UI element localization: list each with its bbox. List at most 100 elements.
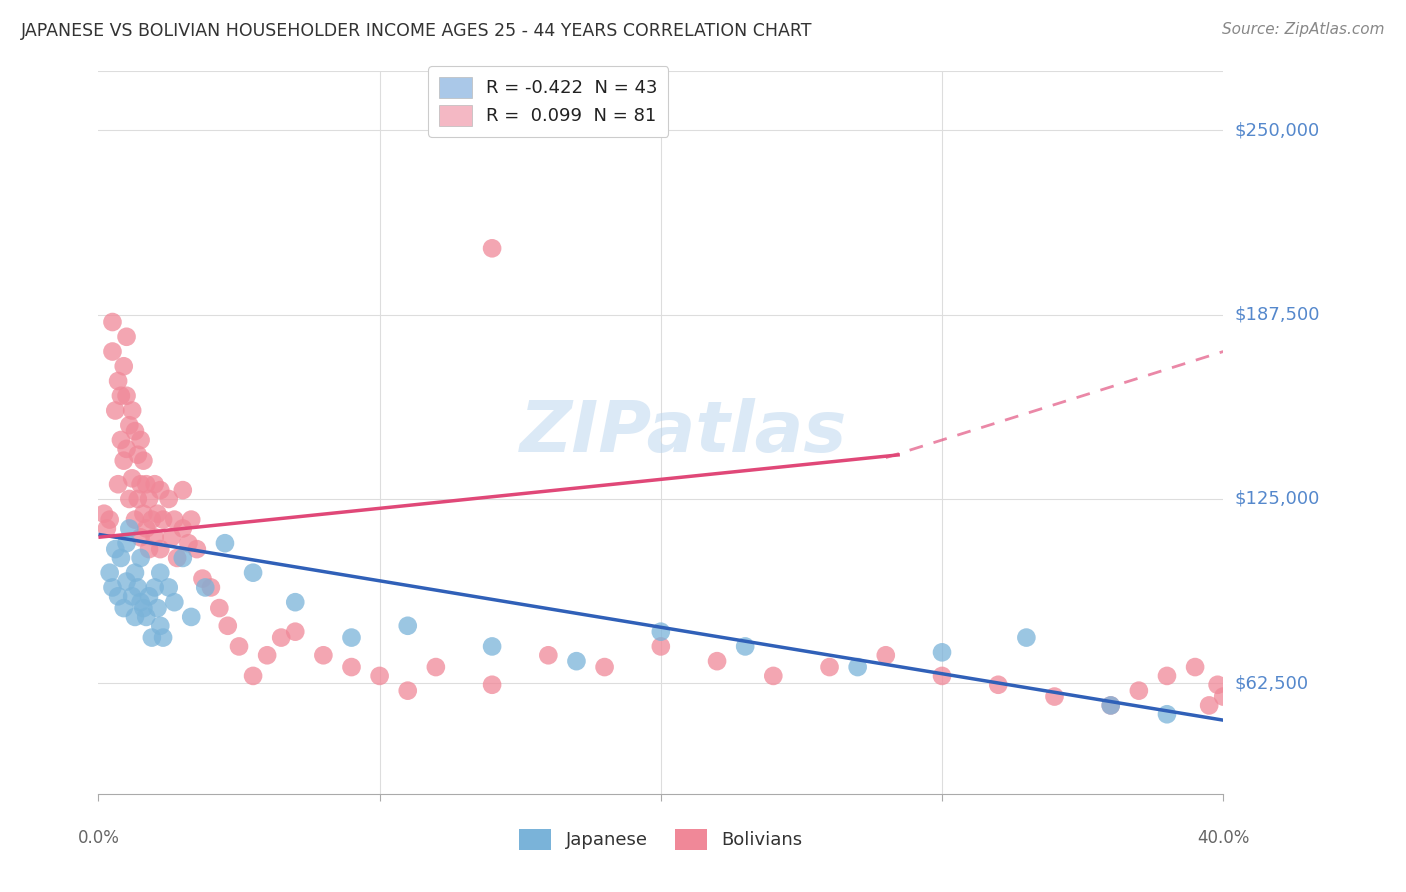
Point: [118, 418, 141, 433]
Point: [200, 581, 222, 595]
Point: [186, 542, 208, 557]
Point: [875, 648, 897, 663]
Text: $187,500: $187,500: [1234, 306, 1320, 324]
Point: [340, 631, 363, 645]
Point: [762, 669, 785, 683]
Point: [98, 513, 121, 527]
Point: [121, 471, 143, 485]
Point: [107, 477, 129, 491]
Point: [396, 683, 419, 698]
Point: [1128, 683, 1150, 698]
Point: [396, 619, 419, 633]
Point: [1184, 660, 1206, 674]
Point: [149, 619, 172, 633]
Point: [593, 660, 616, 674]
Point: [537, 648, 560, 663]
Point: [141, 513, 163, 527]
Point: [115, 330, 138, 344]
Point: [104, 542, 127, 557]
Point: [1156, 669, 1178, 683]
Point: [129, 433, 152, 447]
Point: [115, 442, 138, 456]
Point: [1099, 698, 1122, 713]
Point: [242, 669, 264, 683]
Point: [706, 654, 728, 668]
Point: [101, 344, 124, 359]
Point: [121, 589, 143, 603]
Point: [987, 678, 1010, 692]
Point: [565, 654, 588, 668]
Point: [129, 477, 152, 491]
Point: [818, 660, 841, 674]
Point: [129, 595, 152, 609]
Point: [112, 453, 135, 467]
Point: [228, 640, 250, 654]
Point: [1043, 690, 1066, 704]
Point: [149, 566, 172, 580]
Point: [931, 669, 953, 683]
Point: [163, 513, 186, 527]
Point: [172, 521, 194, 535]
Point: [110, 389, 132, 403]
Point: [143, 581, 166, 595]
Point: [101, 315, 124, 329]
Point: [152, 513, 174, 527]
Point: [138, 589, 160, 603]
Point: [129, 530, 152, 544]
Point: [1156, 707, 1178, 722]
Point: [368, 669, 391, 683]
Point: [118, 491, 141, 506]
Point: [180, 513, 202, 527]
Point: [217, 619, 239, 633]
Point: [1099, 698, 1122, 713]
Point: [166, 551, 188, 566]
Point: [163, 595, 186, 609]
Text: $62,500: $62,500: [1234, 674, 1309, 692]
Point: [143, 530, 166, 544]
Point: [160, 530, 183, 544]
Text: $125,000: $125,000: [1234, 490, 1320, 508]
Point: [115, 536, 138, 550]
Text: $250,000: $250,000: [1234, 121, 1320, 139]
Point: [101, 581, 124, 595]
Point: [146, 601, 169, 615]
Point: [149, 483, 172, 497]
Point: [256, 648, 278, 663]
Point: [104, 403, 127, 417]
Point: [270, 631, 292, 645]
Point: [110, 551, 132, 566]
Point: [96, 521, 118, 535]
Point: [118, 521, 141, 535]
Point: [481, 640, 503, 654]
Point: [124, 424, 146, 438]
Point: [135, 521, 157, 535]
Point: [121, 403, 143, 417]
Point: [1198, 698, 1220, 713]
Point: [194, 581, 217, 595]
Point: [208, 601, 231, 615]
Point: [112, 359, 135, 374]
Point: [1015, 631, 1038, 645]
Point: [284, 595, 307, 609]
Point: [124, 513, 146, 527]
Point: [132, 453, 155, 467]
Point: [180, 610, 202, 624]
Point: [242, 566, 264, 580]
Point: [132, 601, 155, 615]
Text: JAPANESE VS BOLIVIAN HOUSEHOLDER INCOME AGES 25 - 44 YEARS CORRELATION CHART: JAPANESE VS BOLIVIAN HOUSEHOLDER INCOME …: [21, 22, 813, 40]
Point: [129, 551, 152, 566]
Point: [152, 631, 174, 645]
Point: [650, 640, 672, 654]
Point: [734, 640, 756, 654]
Point: [340, 660, 363, 674]
Point: [650, 624, 672, 639]
Point: [157, 491, 180, 506]
Point: [1206, 678, 1229, 692]
Point: [846, 660, 869, 674]
Point: [157, 581, 180, 595]
Text: 0.0%: 0.0%: [77, 830, 120, 847]
Point: [124, 566, 146, 580]
Point: [135, 610, 157, 624]
Point: [132, 507, 155, 521]
Text: Source: ZipAtlas.com: Source: ZipAtlas.com: [1222, 22, 1385, 37]
